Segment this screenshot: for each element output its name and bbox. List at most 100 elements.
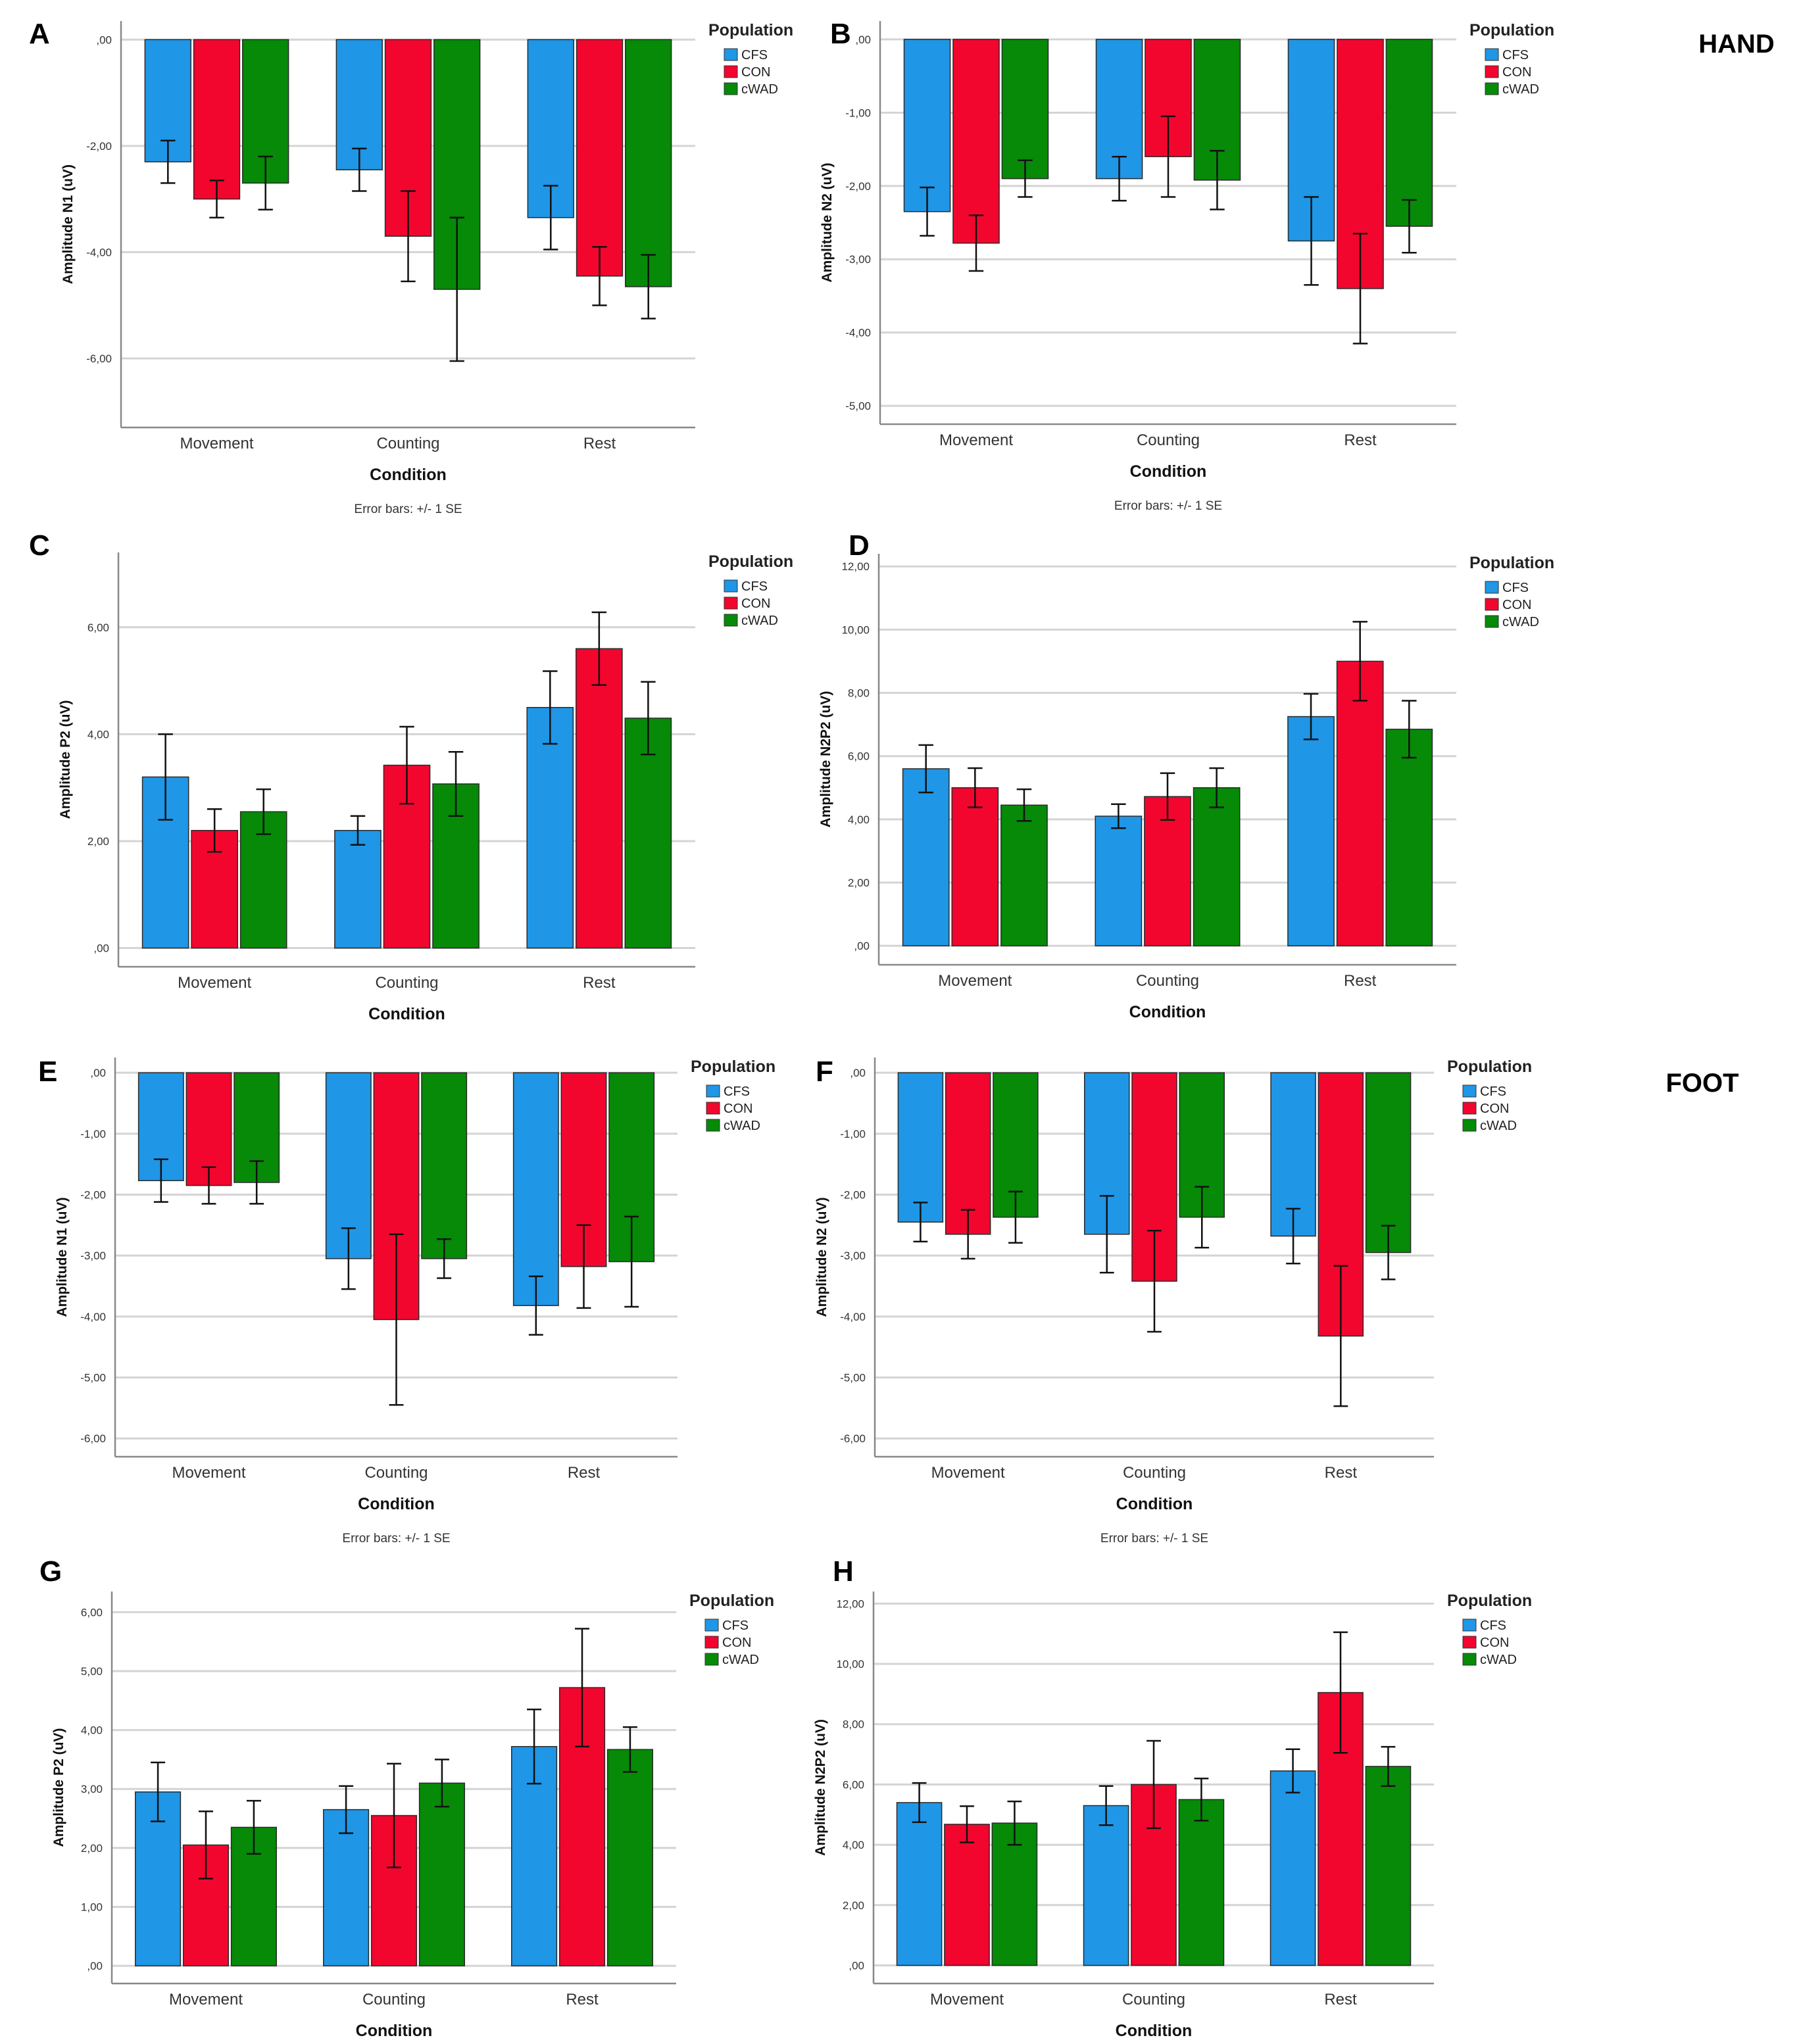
x-tick-label: Counting [1136,972,1199,990]
x-axis-title: Condition [368,1005,445,1023]
panel-label: F [816,1056,833,1088]
chart-panel-c: C ,00 2,00 4,00 6,00 Movement Counting Rest Cond… [29,529,793,1023]
legend-swatch-con [1485,598,1499,611]
x-tick-label: Counting [362,1991,426,2008]
y-tick-label: ,00 [854,940,870,952]
bar-cfs-rest [1269,1770,1316,1966]
y-tick-label: 4,00 [87,728,109,741]
legend-label-cfs: CFS [1480,1084,1506,1099]
y-tick-label: 12,00 [841,560,870,573]
legend-title: Population [708,21,793,39]
bar-con-movement [945,1072,991,1235]
legend-label-con: CON [1480,1636,1509,1650]
bar-con-rest [1336,660,1384,946]
bar-con-movement [182,1844,230,1966]
y-axis-title: Amplitude N2 (uV) [814,1198,829,1317]
legend-swatch-cwad [1462,1119,1477,1132]
panel-label: H [833,1555,854,1588]
y-tick-label: ,00 [96,34,112,46]
legend-swatch-cwad [1485,82,1499,95]
y-tick-label: -1,00 [80,1128,106,1140]
y-tick-label: -3,00 [840,1250,866,1262]
y-tick-label: -1,00 [845,107,871,119]
y-tick-label: 6,00 [87,621,109,634]
y-tick-label: -1,00 [840,1128,866,1140]
error-bar-footnote: Error bars: +/- 1 SE [354,502,462,516]
y-axis-title: Amplitude P2 (uV) [58,700,73,819]
y-tick-label: -6,00 [86,353,112,365]
legend-swatch-cfs [724,579,738,593]
y-tick-label: -2,00 [80,1189,106,1202]
bar-cwad-rest [1385,39,1433,227]
y-tick-label: -2,00 [86,140,112,153]
y-axis-title: Amplitude N2 (uV) [820,163,835,283]
bar-con-movement [951,787,999,946]
x-tick-label: Rest [1344,972,1377,990]
x-tick-label: Rest [583,974,616,992]
legend-swatch-con [704,1636,719,1649]
bar-cfs-movement [896,1802,943,1966]
x-tick-label: Movement [930,1991,1004,2008]
legend-swatch-cwad [1485,615,1499,628]
legend-label-con: CON [741,65,770,80]
bar-cfs-movement [903,39,951,212]
y-tick-label: 4,00 [843,1839,864,1851]
legend-label-cwad: cWAD [1502,82,1539,97]
legend-title: Population [1469,21,1554,39]
legend-label-con: CON [1502,65,1531,80]
y-tick-label: -2,00 [840,1189,866,1202]
legend-swatch-con [1485,65,1499,78]
bar-cwad-counting [418,1782,465,1966]
bar-con-rest [576,39,624,277]
chart-panel-a: A ,00 -2,00 -4,00 -6,00 Movement Counting Rest C… [29,18,793,516]
legend-label-cwad: cWAD [1480,1119,1517,1133]
y-tick-label: ,00 [849,1959,864,1972]
legend-swatch-cfs [1485,581,1499,594]
legend-swatch-con [724,596,738,610]
x-tick-label: Rest [1324,1991,1357,2008]
y-axis-title: Amplitude N2P2 (uV) [813,1719,828,1856]
chart-panel-g: G ,00 1,00 2,00 3,00 4,00 5,00 6,00 Movement Coun… [39,1555,774,2040]
bar-cwad-rest [625,39,672,287]
panel-label: G [39,1555,62,1588]
legend-label-cwad: cWAD [741,82,778,97]
legend-swatch-con [706,1102,720,1115]
x-tick-label: Rest [1344,431,1377,449]
y-tick-label: -4,00 [86,246,112,258]
x-tick-label: Movement [931,1464,1005,1482]
legend-swatch-cfs [704,1618,719,1632]
x-axis-title: Condition [370,466,447,484]
x-tick-label: Rest [568,1464,601,1482]
legend-label-cwad: cWAD [1480,1653,1517,1667]
x-tick-label: Movement [939,431,1013,449]
y-tick-label: ,00 [90,1067,106,1079]
panel-label: B [830,18,851,50]
bar-cfs-rest [1287,716,1335,946]
chart-panel-f: F ,00 -1,00 -2,00 -3,00 -4,00 -5,00 -6,00 Moveme… [814,1056,1532,1545]
legend-swatch-cwad [1462,1653,1477,1666]
y-axis-title: Amplitude N1 (uV) [61,164,76,284]
y-axis-title: Amplitude N1 (uV) [55,1198,70,1317]
legend-swatch-con [1462,1636,1477,1649]
legend-swatch-cfs [706,1084,720,1098]
y-tick-label: ,00 [87,1960,103,1972]
x-tick-label: Movement [938,972,1012,990]
x-tick-label: Counting [375,974,438,992]
legend-swatch-cwad [704,1653,719,1666]
legend-label-con: CON [724,1102,752,1116]
x-tick-label: Rest [1325,1464,1358,1482]
legend-title: Population [1447,1592,1532,1610]
y-tick-label: -3,00 [80,1250,106,1262]
y-tick-label: 5,00 [81,1665,103,1678]
legend-title: Population [708,552,793,571]
chart-panel-d: D ,00 2,00 4,00 6,00 8,00 10,00 12,00 Movement Co… [818,529,1554,1021]
legend-label-cwad: cWAD [1502,615,1539,629]
error-bar-footnote: Error bars: +/- 1 SE [1100,1532,1208,1545]
y-tick-label: -5,00 [840,1372,866,1384]
y-tick-label: 12,00 [836,1597,864,1610]
y-tick-label: 8,00 [843,1718,864,1731]
panel-label: C [29,529,50,562]
legend-label-cwad: cWAD [741,614,778,628]
y-tick-label: 3,00 [81,1783,103,1795]
bar-cfs-rest [526,706,574,949]
